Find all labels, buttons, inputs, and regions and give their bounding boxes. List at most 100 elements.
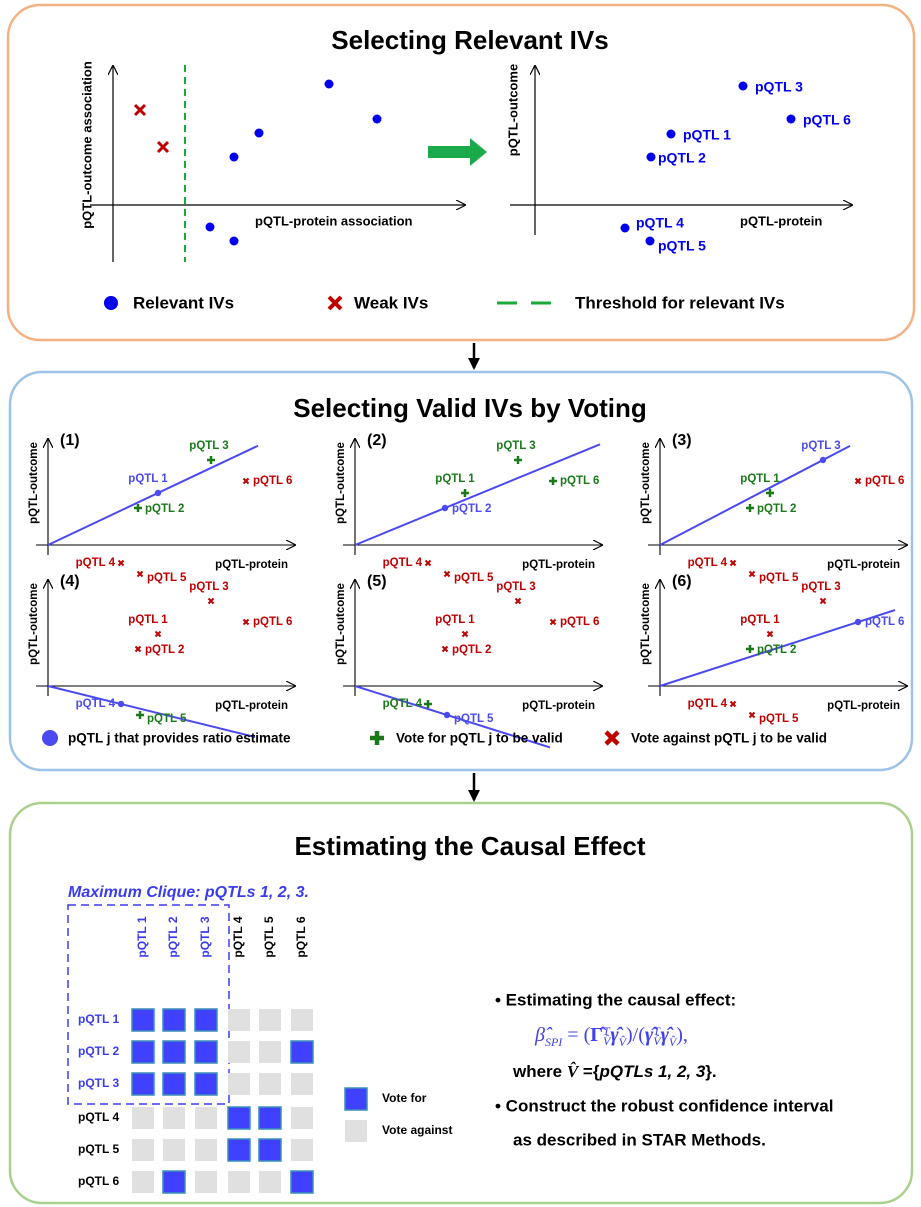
point-label: pQTL 3 <box>496 440 535 452</box>
matrix-cell <box>163 1107 185 1129</box>
pqtl-point <box>786 114 796 124</box>
formula-part: T <box>602 1024 610 1039</box>
point-label: pQTL 1 <box>435 614 475 626</box>
valid-vote <box>549 477 557 485</box>
point-label: pQTL 2 <box>658 150 706 166</box>
formula-part: T <box>653 1024 660 1039</box>
matrix-cell <box>291 1139 313 1161</box>
formula-part: V̂ <box>668 1035 677 1049</box>
matrix-cell <box>228 1171 250 1193</box>
y-axis-label: pQTL-outcome <box>28 583 40 665</box>
y-axis-label: pQTL-outcome <box>28 442 40 524</box>
row-label: pQTL 6 <box>78 1174 119 1188</box>
point-label: pQTL 4 <box>688 557 728 569</box>
x-axis-label: pQTL-protein <box>215 700 288 712</box>
valid-vote <box>134 504 142 512</box>
matrix-cell <box>259 1009 281 1031</box>
y-axis-label: pQTL-outcome association <box>79 61 94 229</box>
matrix-cell <box>132 1107 154 1129</box>
point-label: pQTL 3 <box>189 581 228 593</box>
valid-vote <box>746 645 754 653</box>
matrix-cell <box>194 1040 218 1064</box>
bullet-text: • Estimating the causal effect: <box>495 990 736 1009</box>
text-part: where <box>512 1062 567 1081</box>
plot-label: (5) <box>367 573 387 590</box>
point-label: pQTL 6 <box>803 112 851 128</box>
ratio-line <box>354 685 551 749</box>
matrix-cell <box>228 1009 250 1031</box>
panel-title: Selecting Relevant IVs <box>331 25 608 55</box>
point-label: pQTL 3 <box>496 581 535 593</box>
ratio-line <box>659 445 851 546</box>
matrix-cell <box>227 1106 251 1130</box>
invalid-vote <box>549 618 557 626</box>
column-label: pQTL 4 <box>231 916 245 957</box>
point-label: pQTL 2 <box>145 644 184 656</box>
formula-part: SPI <box>544 1035 563 1049</box>
legend-label: pQTL j that provides ratio estimate <box>68 731 291 746</box>
relevant-iv <box>372 114 382 124</box>
point-label: pQTL 3 <box>755 79 803 95</box>
panel-frame <box>8 801 914 1205</box>
formula-part: γ̂ <box>644 1024 654 1046</box>
invalid-vote <box>819 597 827 605</box>
matrix-cell <box>258 1138 282 1162</box>
column-label: pQTL 5 <box>262 916 276 957</box>
formula-part: V̂ <box>653 1034 661 1049</box>
point-label: pQTL 3 <box>189 440 228 452</box>
legend-marker <box>104 296 118 310</box>
point-label: pQTL 4 <box>76 557 116 569</box>
plot-label: (3) <box>672 432 692 449</box>
ratio-line <box>47 685 256 739</box>
column-label: pQTL 3 <box>198 916 212 957</box>
clique-box <box>67 904 230 1105</box>
panel-frame <box>8 370 914 772</box>
x-axis-label: pQTL-protein <box>740 213 822 228</box>
estimate-point <box>854 618 862 626</box>
weak-iv <box>156 140 170 154</box>
invalid-vote <box>514 597 522 605</box>
valid-vote <box>766 489 774 497</box>
point-label: pQTL 5 <box>147 572 187 584</box>
weak-iv <box>133 103 147 117</box>
plot-label: (4) <box>60 573 80 590</box>
matrix-cell <box>132 1171 154 1193</box>
x-axis-label: pQTL-protein <box>215 559 288 571</box>
point-label: pQTL 5 <box>454 713 494 725</box>
valid-vote <box>424 700 432 708</box>
invalid-vote <box>748 570 756 578</box>
formula-part: γ̂ <box>610 1024 619 1046</box>
matrix-cell <box>291 1107 313 1129</box>
pqtl-point <box>645 236 655 246</box>
legend-label: Relevant IVs <box>133 293 234 312</box>
matrix-cell <box>194 1008 218 1032</box>
matrix-cell <box>290 1040 314 1064</box>
formula-part: V̂ <box>618 1035 626 1049</box>
formula-part: V̂ <box>602 1034 611 1049</box>
matrix-cell <box>195 1139 217 1161</box>
x-axis-label: pQTL-protein association <box>255 213 413 228</box>
legend-label: Threshold for relevant IVs <box>575 293 785 312</box>
estimate-point <box>117 700 125 708</box>
invalid-vote <box>242 477 250 485</box>
matrix-cell <box>228 1073 250 1095</box>
formula-part: ), <box>676 1024 688 1046</box>
valid-vote <box>207 456 215 464</box>
row-label: pQTL 1 <box>78 1012 119 1026</box>
text-part: V̂ <box>567 1062 580 1081</box>
invalid-vote <box>242 618 250 626</box>
formula-part: = ( <box>562 1024 591 1046</box>
y-axis-label: pQTL-outcome <box>505 64 520 156</box>
column-label: pQTL 2 <box>166 916 180 957</box>
row-label: pQTL 3 <box>78 1076 119 1090</box>
matrix-cell <box>131 1008 155 1032</box>
point-label: pQTL 2 <box>757 644 796 656</box>
legend-label: Vote against <box>382 1123 452 1137</box>
estimate-point <box>819 456 827 464</box>
matrix-cell <box>259 1041 281 1063</box>
legend-marker <box>345 1120 367 1142</box>
where-text: where V̂ ={pQTLs 1, 2, 3}. <box>512 1062 717 1082</box>
invalid-vote <box>134 645 142 653</box>
row-label: pQTL 2 <box>78 1044 119 1058</box>
